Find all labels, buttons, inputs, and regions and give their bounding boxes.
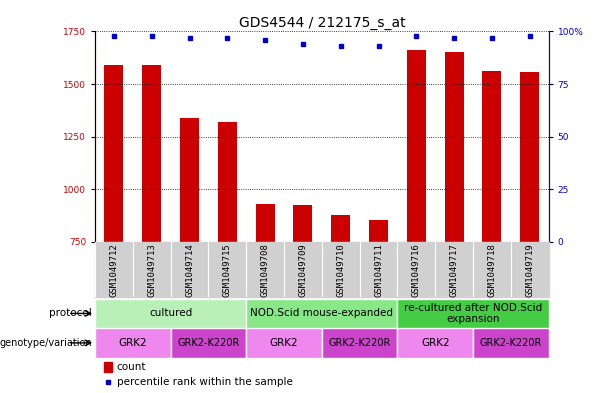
Bar [142, 65, 161, 242]
Bar [95, 299, 246, 328]
Bar [294, 205, 313, 242]
Title: GDS4544 / 212175_s_at: GDS4544 / 212175_s_at [238, 17, 405, 30]
Bar [246, 328, 322, 358]
Text: re-cultured after NOD.Scid
expansion: re-cultured after NOD.Scid expansion [404, 303, 542, 324]
Text: GSM1049711: GSM1049711 [374, 243, 383, 297]
Text: GSM1049714: GSM1049714 [185, 243, 194, 297]
Text: percentile rank within the sample: percentile rank within the sample [117, 377, 292, 387]
Text: GRK2-K220R: GRK2-K220R [329, 338, 391, 348]
Bar [246, 299, 397, 328]
Bar [444, 52, 463, 242]
Text: GSM1049712: GSM1049712 [109, 243, 118, 297]
Text: GRK2-K220R: GRK2-K220R [479, 338, 542, 348]
Bar [180, 118, 199, 242]
Bar [482, 72, 501, 242]
Text: GSM1049710: GSM1049710 [336, 243, 345, 297]
Text: count: count [117, 362, 147, 372]
Bar [104, 362, 112, 372]
Bar [95, 328, 170, 358]
Bar [104, 65, 123, 242]
Text: protocol: protocol [49, 309, 92, 318]
Text: GRK2: GRK2 [118, 338, 147, 348]
Text: GRK2-K220R: GRK2-K220R [177, 338, 240, 348]
Text: GSM1049716: GSM1049716 [412, 243, 421, 297]
Text: GSM1049708: GSM1049708 [261, 243, 270, 297]
Text: GSM1049713: GSM1049713 [147, 243, 156, 297]
Bar [218, 122, 237, 242]
Bar [369, 220, 388, 242]
Text: NOD.Scid mouse-expanded: NOD.Scid mouse-expanded [250, 309, 394, 318]
Bar [397, 328, 473, 358]
Bar [256, 204, 275, 242]
Text: genotype/variation: genotype/variation [0, 338, 92, 348]
Text: GRK2: GRK2 [270, 338, 299, 348]
Text: cultured: cultured [149, 309, 192, 318]
Text: GRK2: GRK2 [421, 338, 449, 348]
Text: GSM1049717: GSM1049717 [449, 243, 459, 297]
Text: GSM1049718: GSM1049718 [487, 243, 497, 297]
Bar [331, 215, 350, 242]
Bar [170, 328, 246, 358]
Text: GSM1049719: GSM1049719 [525, 243, 535, 297]
Bar [520, 72, 539, 242]
Bar [473, 328, 549, 358]
Bar [322, 328, 397, 358]
Bar [397, 299, 549, 328]
Bar [407, 50, 426, 242]
Text: GSM1049709: GSM1049709 [299, 243, 308, 297]
Text: GSM1049715: GSM1049715 [223, 243, 232, 297]
